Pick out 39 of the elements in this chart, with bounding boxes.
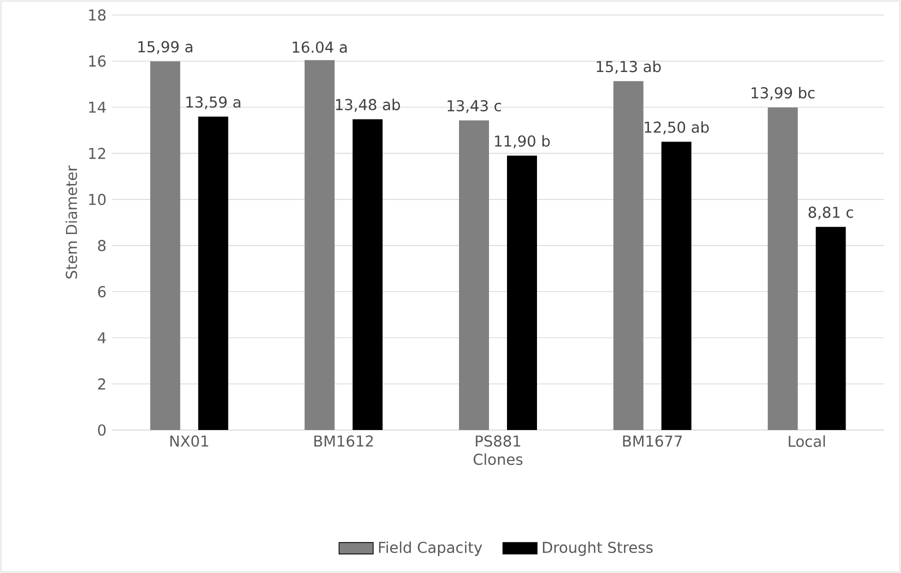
y-tick-label: 6 [98, 286, 106, 298]
x-tick-label: BM1612 [314, 435, 373, 447]
bar [613, 81, 644, 430]
y-tick-label: 2 [98, 378, 106, 390]
data-label: 15,99 a [138, 41, 192, 54]
data-label: 13,43 c [448, 100, 502, 113]
y-tick-label: 12 [89, 148, 106, 159]
y-tick-label: 4 [98, 332, 106, 344]
data-label: 13,59 a [186, 96, 240, 110]
bar [507, 156, 537, 430]
y-tick-label: 10 [89, 194, 106, 206]
y-tick-label: 18 [89, 9, 106, 21]
bar [198, 116, 228, 430]
data-label: 13,99 bc [752, 86, 815, 100]
y-tick-label: 14 [89, 102, 106, 113]
x-tick-label: BM1677 [623, 435, 682, 447]
legend-label: Field Capacity [379, 541, 482, 556]
x-axis-title: Clones [474, 453, 522, 466]
y-tick-label: 8 [98, 240, 106, 252]
y-tick-label: 16 [89, 55, 106, 67]
bar [768, 107, 798, 430]
legend-label: Drought Stress [542, 541, 653, 556]
x-tick-label: Local [788, 435, 825, 448]
data-label: 11,90 b [495, 135, 550, 148]
bar [150, 61, 180, 430]
bar [816, 226, 846, 430]
bar [352, 119, 383, 430]
bar [661, 142, 692, 430]
bar [304, 60, 335, 430]
y-axis-title: Stem Diameter [66, 165, 78, 279]
data-label: 8,81 c [808, 206, 854, 220]
bar [459, 120, 489, 430]
y-tick-label: 0 [98, 424, 106, 436]
data-label: 12,50 ab [644, 121, 709, 134]
data-label: 16.04 a [292, 41, 347, 53]
data-label: 15,13 ab [596, 60, 661, 74]
x-tick-label: PS881 [476, 435, 520, 447]
x-tick-label: NX01 [170, 435, 208, 447]
data-label: 13,48 ab [336, 98, 400, 112]
